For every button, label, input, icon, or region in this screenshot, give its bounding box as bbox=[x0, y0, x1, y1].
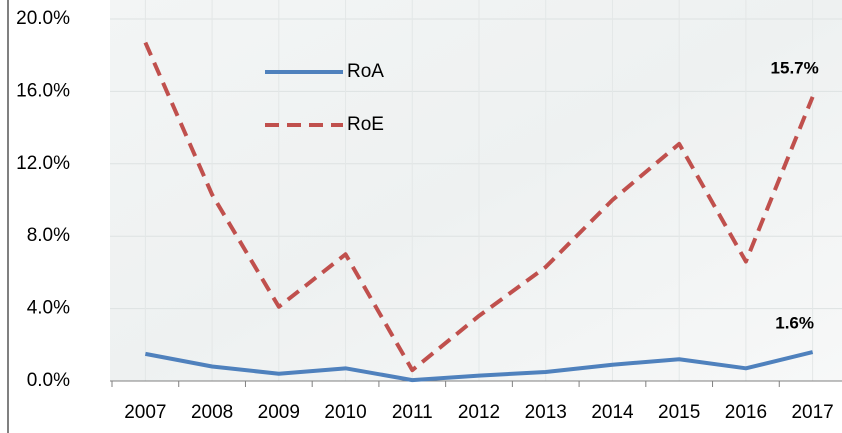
x-tick-label: 2008 bbox=[191, 402, 233, 423]
y-tick-label: 20.0% bbox=[16, 8, 70, 29]
x-tick-label: 2007 bbox=[124, 402, 166, 423]
x-tick-label: 2009 bbox=[258, 402, 300, 423]
x-tick-label: 2013 bbox=[525, 402, 567, 423]
y-tick-label: 0.0% bbox=[27, 370, 70, 391]
y-tick-label: 16.0% bbox=[16, 80, 70, 101]
y-tick-label: 4.0% bbox=[27, 298, 70, 319]
data-label: 1.6% bbox=[775, 314, 814, 333]
legend-label: RoE bbox=[347, 114, 384, 135]
data-label: 15.7% bbox=[771, 58, 819, 77]
plot-background bbox=[110, 0, 842, 381]
x-tick-label: 2010 bbox=[324, 402, 366, 423]
x-tick-label: 2012 bbox=[458, 402, 500, 423]
x-tick-label: 2015 bbox=[658, 402, 700, 423]
x-tick-label: 2014 bbox=[591, 402, 634, 423]
x-tick-label: 2011 bbox=[392, 402, 433, 423]
y-tick-label: 12.0% bbox=[16, 153, 70, 174]
x-tick-label: 2016 bbox=[725, 402, 767, 423]
chart: 0.0% 4.0% 8.0% 12.0% 16.0% 20.0% 2007 2008 2009 2… bbox=[0, 0, 842, 433]
x-tick-label: 2017 bbox=[791, 402, 833, 423]
y-tick-label: 8.0% bbox=[27, 225, 70, 246]
legend-label: RoA bbox=[347, 61, 384, 82]
